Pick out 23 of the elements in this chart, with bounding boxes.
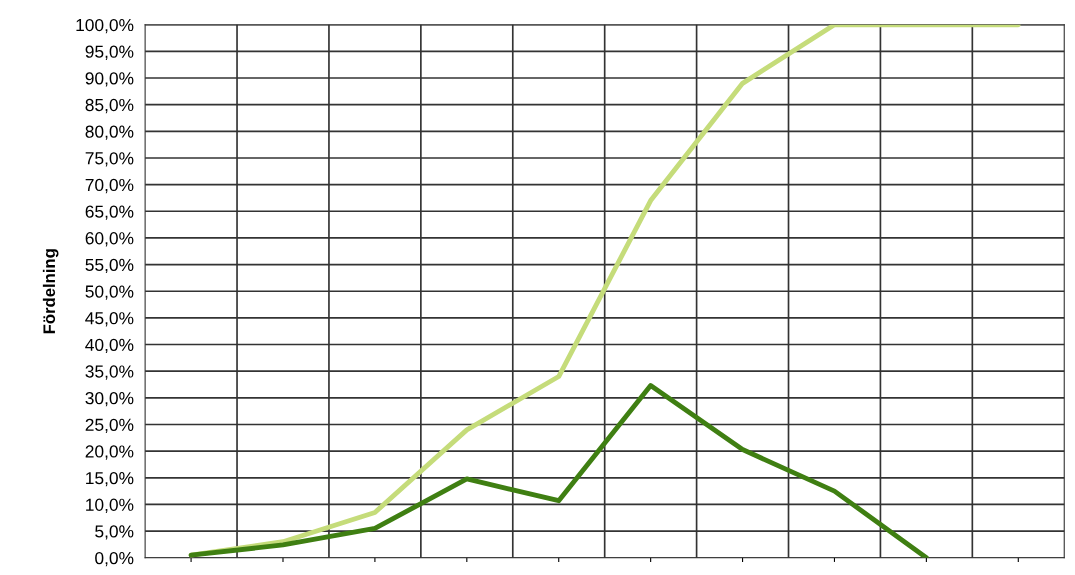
y-tick-label: 35,0% <box>85 365 134 380</box>
y-tick-label: 25,0% <box>85 418 134 434</box>
y-tick-label: 5,0% <box>95 525 134 540</box>
y-tick-label: 20,0% <box>85 445 134 460</box>
y-tick-label: 55,0% <box>85 258 134 274</box>
y-tick-label: 80,0% <box>85 125 134 140</box>
y-axis-title: Fördelning <box>42 249 59 334</box>
y-tick-label: 95,0% <box>85 45 134 60</box>
y-tick-label: 70,0% <box>85 178 134 194</box>
line-series <box>188 383 929 558</box>
y-tick-label: 90,0% <box>85 72 134 87</box>
y-tick-label: 45,0% <box>85 312 134 327</box>
y-tick-label: 100,0% <box>76 18 134 34</box>
y-tick-label: 40,0% <box>85 338 134 354</box>
y-tick-label: 15,0% <box>86 471 134 487</box>
y-tick-label: 10,0% <box>86 498 134 513</box>
y-tick-label: 85,0% <box>85 98 134 114</box>
y-tick-label: 50,0% <box>85 285 134 300</box>
y-tick-label: 30,0% <box>85 392 134 407</box>
y-tick-label: 0,0% <box>95 551 134 567</box>
y-tick-label: 60,0% <box>85 232 134 247</box>
y-tick-label: 65,0% <box>85 205 134 220</box>
y-tick-label: 75,0% <box>85 152 134 167</box>
